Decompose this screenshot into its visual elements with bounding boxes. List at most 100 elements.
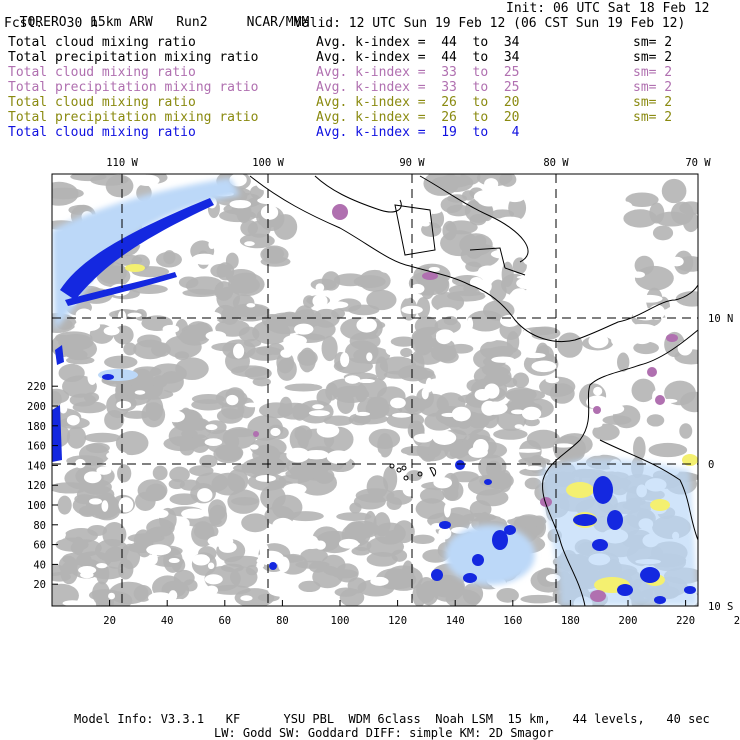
- gray-cloud: [502, 377, 518, 388]
- x-tick-label: 100: [331, 615, 350, 627]
- gray-cloud: [141, 402, 166, 428]
- gray-cloud: [241, 513, 270, 533]
- clear-gap: [355, 411, 371, 417]
- yellow-cloud: [650, 499, 670, 511]
- model-info: Model Info: V3.3.1 KF YSU PBL WDM 6class…: [74, 712, 710, 726]
- gray-cloud: [372, 400, 390, 416]
- clear-gap: [257, 196, 284, 205]
- clear-gap: [677, 340, 693, 356]
- clear-gap: [453, 366, 468, 381]
- blue-cloud: [607, 510, 623, 530]
- gray-cloud: [481, 362, 511, 377]
- blue-cloud: [472, 554, 484, 566]
- axis-ticks: [52, 385, 687, 606]
- clear-gap: [116, 400, 132, 410]
- clear-gap: [344, 452, 361, 457]
- clear-gap: [542, 297, 559, 310]
- gray-cloud: [308, 561, 327, 573]
- clear-gap: [244, 241, 255, 247]
- gray-cloud: [411, 534, 435, 544]
- clear-gap: [66, 414, 80, 426]
- clear-gap: [170, 598, 189, 606]
- coastline-segment: [542, 329, 698, 606]
- gray-cloud: [383, 466, 398, 493]
- clear-gap: [205, 331, 227, 341]
- clear-gap: [360, 180, 374, 187]
- clear-gap: [523, 352, 546, 359]
- clear-gap: [477, 265, 498, 278]
- clear-gap: [152, 509, 169, 518]
- gray-cloud: [549, 383, 575, 404]
- clear-gap: [305, 369, 329, 385]
- gray-cloud: [465, 261, 482, 272]
- forecast-hour: Fcst. 30 h: [4, 16, 98, 31]
- gray-cloud: [169, 466, 190, 483]
- gray-cloud: [496, 587, 519, 603]
- clear-gap: [294, 323, 314, 335]
- legend-range: Avg. k-index = 26 to 20: [316, 110, 520, 125]
- model-title: TORERO 15km ARW Run2 NCAR/MMM: [19, 15, 310, 30]
- purple-cloud: [593, 406, 601, 414]
- clear-gap: [392, 412, 412, 418]
- clear-gap: [127, 312, 142, 318]
- y-tick-label: 40: [33, 559, 46, 571]
- coastline-segment: [429, 467, 437, 477]
- gray-cloud: [216, 286, 240, 311]
- gray-cloud: [633, 436, 646, 461]
- x-tick-label: 140: [446, 615, 465, 627]
- gray-cloud: [72, 401, 107, 414]
- purple-cloud: [332, 204, 348, 220]
- clear-gap: [586, 288, 598, 297]
- clear-gap: [554, 274, 574, 286]
- blue-band: [60, 198, 214, 300]
- clear-gap: [356, 317, 377, 333]
- gray-cloud: [179, 328, 210, 346]
- clear-gap: [118, 497, 134, 513]
- clear-gap: [504, 189, 526, 203]
- gray-cloud: [208, 504, 228, 528]
- gray-cloud: [444, 486, 459, 501]
- gray-cloud: [416, 296, 431, 319]
- yellow-cloud: [682, 454, 698, 466]
- clear-gap: [534, 240, 550, 253]
- clear-gap: [516, 277, 542, 290]
- gray-cloud: [173, 569, 195, 586]
- legend-range: Avg. k-index = 26 to 20: [316, 95, 520, 110]
- x-tick-label: 180: [561, 615, 580, 627]
- y-tick-label: 140: [27, 460, 46, 472]
- galapagos-island: [396, 467, 402, 473]
- clear-gap: [181, 518, 190, 530]
- gray-cloud: [334, 587, 358, 597]
- longitude-label: 70 W: [685, 157, 711, 169]
- clear-gap: [62, 600, 83, 606]
- clear-gap: [267, 583, 294, 597]
- clear-gap: [233, 343, 245, 359]
- gray-cloud: [193, 523, 219, 540]
- gray-cloud: [617, 352, 630, 372]
- legend-sm: sm= 2: [633, 50, 673, 65]
- clear-gap: [572, 179, 598, 189]
- clear-gap: [328, 301, 349, 309]
- legend-field: Total cloud mixing ratio: [8, 35, 196, 50]
- clear-gap: [441, 412, 458, 417]
- clear-gap: [150, 553, 158, 565]
- clear-gap: [75, 308, 93, 321]
- gray-cloud: [292, 403, 308, 421]
- clear-gap: [413, 433, 433, 443]
- gray-cloud: [661, 178, 687, 204]
- blue-cloud: [592, 539, 608, 551]
- clear-gap: [390, 397, 406, 409]
- gray-cloud: [55, 537, 89, 552]
- clear-gap: [204, 438, 223, 446]
- clear-gap: [255, 475, 276, 482]
- purple-cloud: [422, 272, 438, 280]
- y-tick-label: 100: [27, 500, 46, 512]
- galapagos-island: [403, 475, 409, 481]
- clear-gap: [553, 443, 574, 448]
- gray-cloud: [489, 279, 507, 302]
- gray-cloud: [94, 539, 129, 562]
- gray-cloud: [133, 584, 153, 602]
- clear-gap: [438, 526, 452, 540]
- gray-cloud: [485, 460, 502, 479]
- gray-cloud: [230, 304, 270, 322]
